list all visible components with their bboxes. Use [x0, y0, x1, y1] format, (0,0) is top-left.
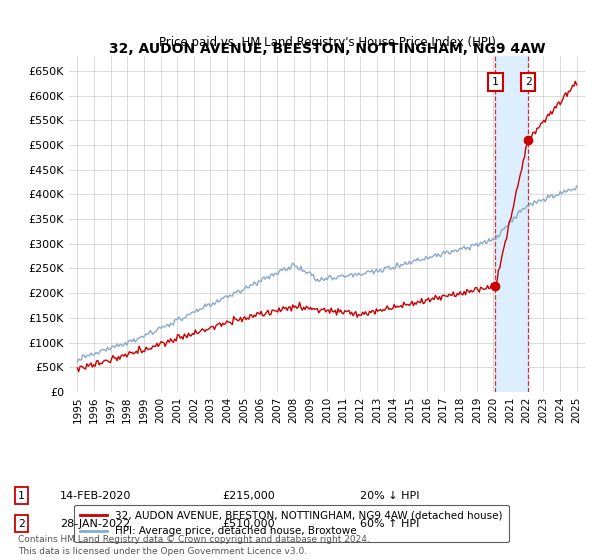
Text: 60% ↑ HPI: 60% ↑ HPI: [360, 519, 419, 529]
Text: 1: 1: [492, 77, 499, 87]
Bar: [496, 56, 528, 392]
Text: 1: 1: [18, 491, 25, 501]
Legend: 32, AUDON AVENUE, BEESTON, NOTTINGHAM, NG9 4AW (detached house), HPI: Average pr: 32, AUDON AVENUE, BEESTON, NOTTINGHAM, N…: [74, 505, 509, 543]
Text: 14-FEB-2020: 14-FEB-2020: [60, 491, 131, 501]
Text: Price paid vs. HM Land Registry's House Price Index (HPI): Price paid vs. HM Land Registry's House …: [158, 36, 496, 49]
Text: 28-JAN-2022: 28-JAN-2022: [60, 519, 130, 529]
Text: Contains HM Land Registry data © Crown copyright and database right 2024.
This d: Contains HM Land Registry data © Crown c…: [18, 535, 370, 556]
Text: 2: 2: [524, 77, 532, 87]
Text: 20% ↓ HPI: 20% ↓ HPI: [360, 491, 419, 501]
Text: £510,000: £510,000: [222, 519, 275, 529]
Title: 32, AUDON AVENUE, BEESTON, NOTTINGHAM, NG9 4AW: 32, AUDON AVENUE, BEESTON, NOTTINGHAM, N…: [109, 42, 545, 56]
Text: 2: 2: [18, 519, 25, 529]
Text: £215,000: £215,000: [222, 491, 275, 501]
